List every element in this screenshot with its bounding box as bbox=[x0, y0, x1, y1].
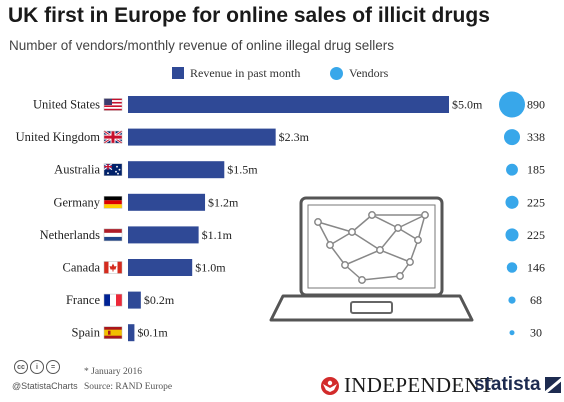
vendor-count-label: 68 bbox=[530, 293, 542, 307]
netherlands-flag-icon bbox=[103, 228, 123, 242]
revenue-bar bbox=[128, 226, 199, 244]
germany-flag-icon bbox=[103, 196, 123, 209]
vendor-count-label: 146 bbox=[527, 261, 545, 275]
category-label: Netherlands bbox=[40, 228, 101, 242]
revenue-bar bbox=[128, 96, 449, 113]
vendor-count-label: 890 bbox=[527, 98, 545, 112]
legend-vendors-label: Vendors bbox=[349, 65, 389, 80]
revenue-value-label: $0.2m bbox=[144, 293, 175, 307]
vendor-bubble bbox=[508, 296, 516, 304]
legend-revenue-label: Revenue in past month bbox=[190, 65, 301, 80]
revenue-value-label: $1.1m bbox=[202, 228, 233, 242]
category-label: United States bbox=[33, 98, 100, 112]
revenue-value-label: $1.5m bbox=[227, 163, 258, 177]
vendor-bubble bbox=[503, 129, 521, 146]
france-flag-icon bbox=[103, 293, 123, 307]
statista-wordmark: statista bbox=[474, 374, 541, 395]
legend-revenue: Revenue in past month bbox=[172, 64, 300, 82]
vendor-count-label: 225 bbox=[527, 195, 545, 209]
vendor-count-label: 338 bbox=[527, 130, 545, 144]
revenue-value-label: $1.0m bbox=[195, 261, 226, 275]
statista-mark-icon bbox=[544, 377, 561, 393]
canada-flag-icon bbox=[103, 261, 123, 274]
category-label: Australia bbox=[54, 163, 100, 177]
vendor-count-label: 185 bbox=[527, 163, 545, 177]
revenue-bar bbox=[128, 161, 225, 179]
cc-icon: cc bbox=[14, 360, 28, 374]
category-label: France bbox=[66, 293, 100, 307]
vendor-bubble bbox=[506, 163, 518, 176]
category-label: United Kingdom bbox=[16, 130, 101, 144]
legend-vendors: Vendors bbox=[330, 64, 388, 82]
category-label: Spain bbox=[72, 326, 101, 340]
category-label: Germany bbox=[53, 195, 100, 209]
revenue-bar bbox=[128, 259, 193, 276]
revenue-value-label: $0.1m bbox=[137, 326, 168, 340]
chart-subtitle: Number of vendors/monthly revenue of onl… bbox=[9, 38, 394, 53]
no-derivatives-icon: = bbox=[46, 360, 60, 374]
revenue-value-label: $5.0m bbox=[452, 98, 483, 112]
vendor-bubble bbox=[505, 228, 519, 242]
legend-revenue-swatch bbox=[172, 67, 184, 79]
vendor-bubble bbox=[499, 91, 525, 118]
revenue-bar bbox=[128, 291, 141, 309]
date-note: * January 2016 bbox=[84, 367, 143, 377]
creative-commons-badges: cc i = bbox=[14, 360, 60, 374]
vendor-bubble bbox=[509, 330, 515, 336]
independent-logo: INDEPENDENT bbox=[320, 373, 493, 398]
independent-eagle-icon bbox=[321, 376, 339, 395]
revenue-bar bbox=[128, 324, 135, 342]
category-label: Canada bbox=[63, 261, 101, 275]
revenue-bar bbox=[128, 193, 206, 211]
revenue-value-label: $2.3m bbox=[279, 130, 310, 144]
revenue-bar bbox=[128, 128, 276, 146]
chart-area: United States $5.0m 890 United Kingdom $2.3m… bbox=[16, 91, 545, 342]
chart-title: UK first in Europe for online sales of i… bbox=[8, 4, 490, 27]
source-note: Source: RAND Europe bbox=[84, 382, 173, 392]
vendor-count-label: 30 bbox=[530, 326, 542, 340]
us-flag-icon bbox=[103, 98, 123, 111]
independent-wordmark: INDEPENDENT bbox=[344, 373, 494, 397]
vendor-bubble bbox=[506, 262, 518, 273]
statista-handle: @StatistaCharts bbox=[12, 381, 78, 391]
statista-logo: statista bbox=[474, 374, 561, 396]
vendor-count-label: 225 bbox=[527, 228, 545, 242]
australia-flag-icon bbox=[103, 163, 123, 176]
legend-vendors-swatch bbox=[330, 66, 343, 80]
spain-flag-icon bbox=[103, 326, 123, 339]
attribution-icon: i bbox=[30, 360, 44, 374]
laptop-illustration bbox=[269, 196, 474, 322]
vendor-bubble bbox=[505, 195, 519, 209]
revenue-value-label: $1.2m bbox=[208, 195, 239, 209]
uk-flag-icon bbox=[103, 130, 123, 145]
